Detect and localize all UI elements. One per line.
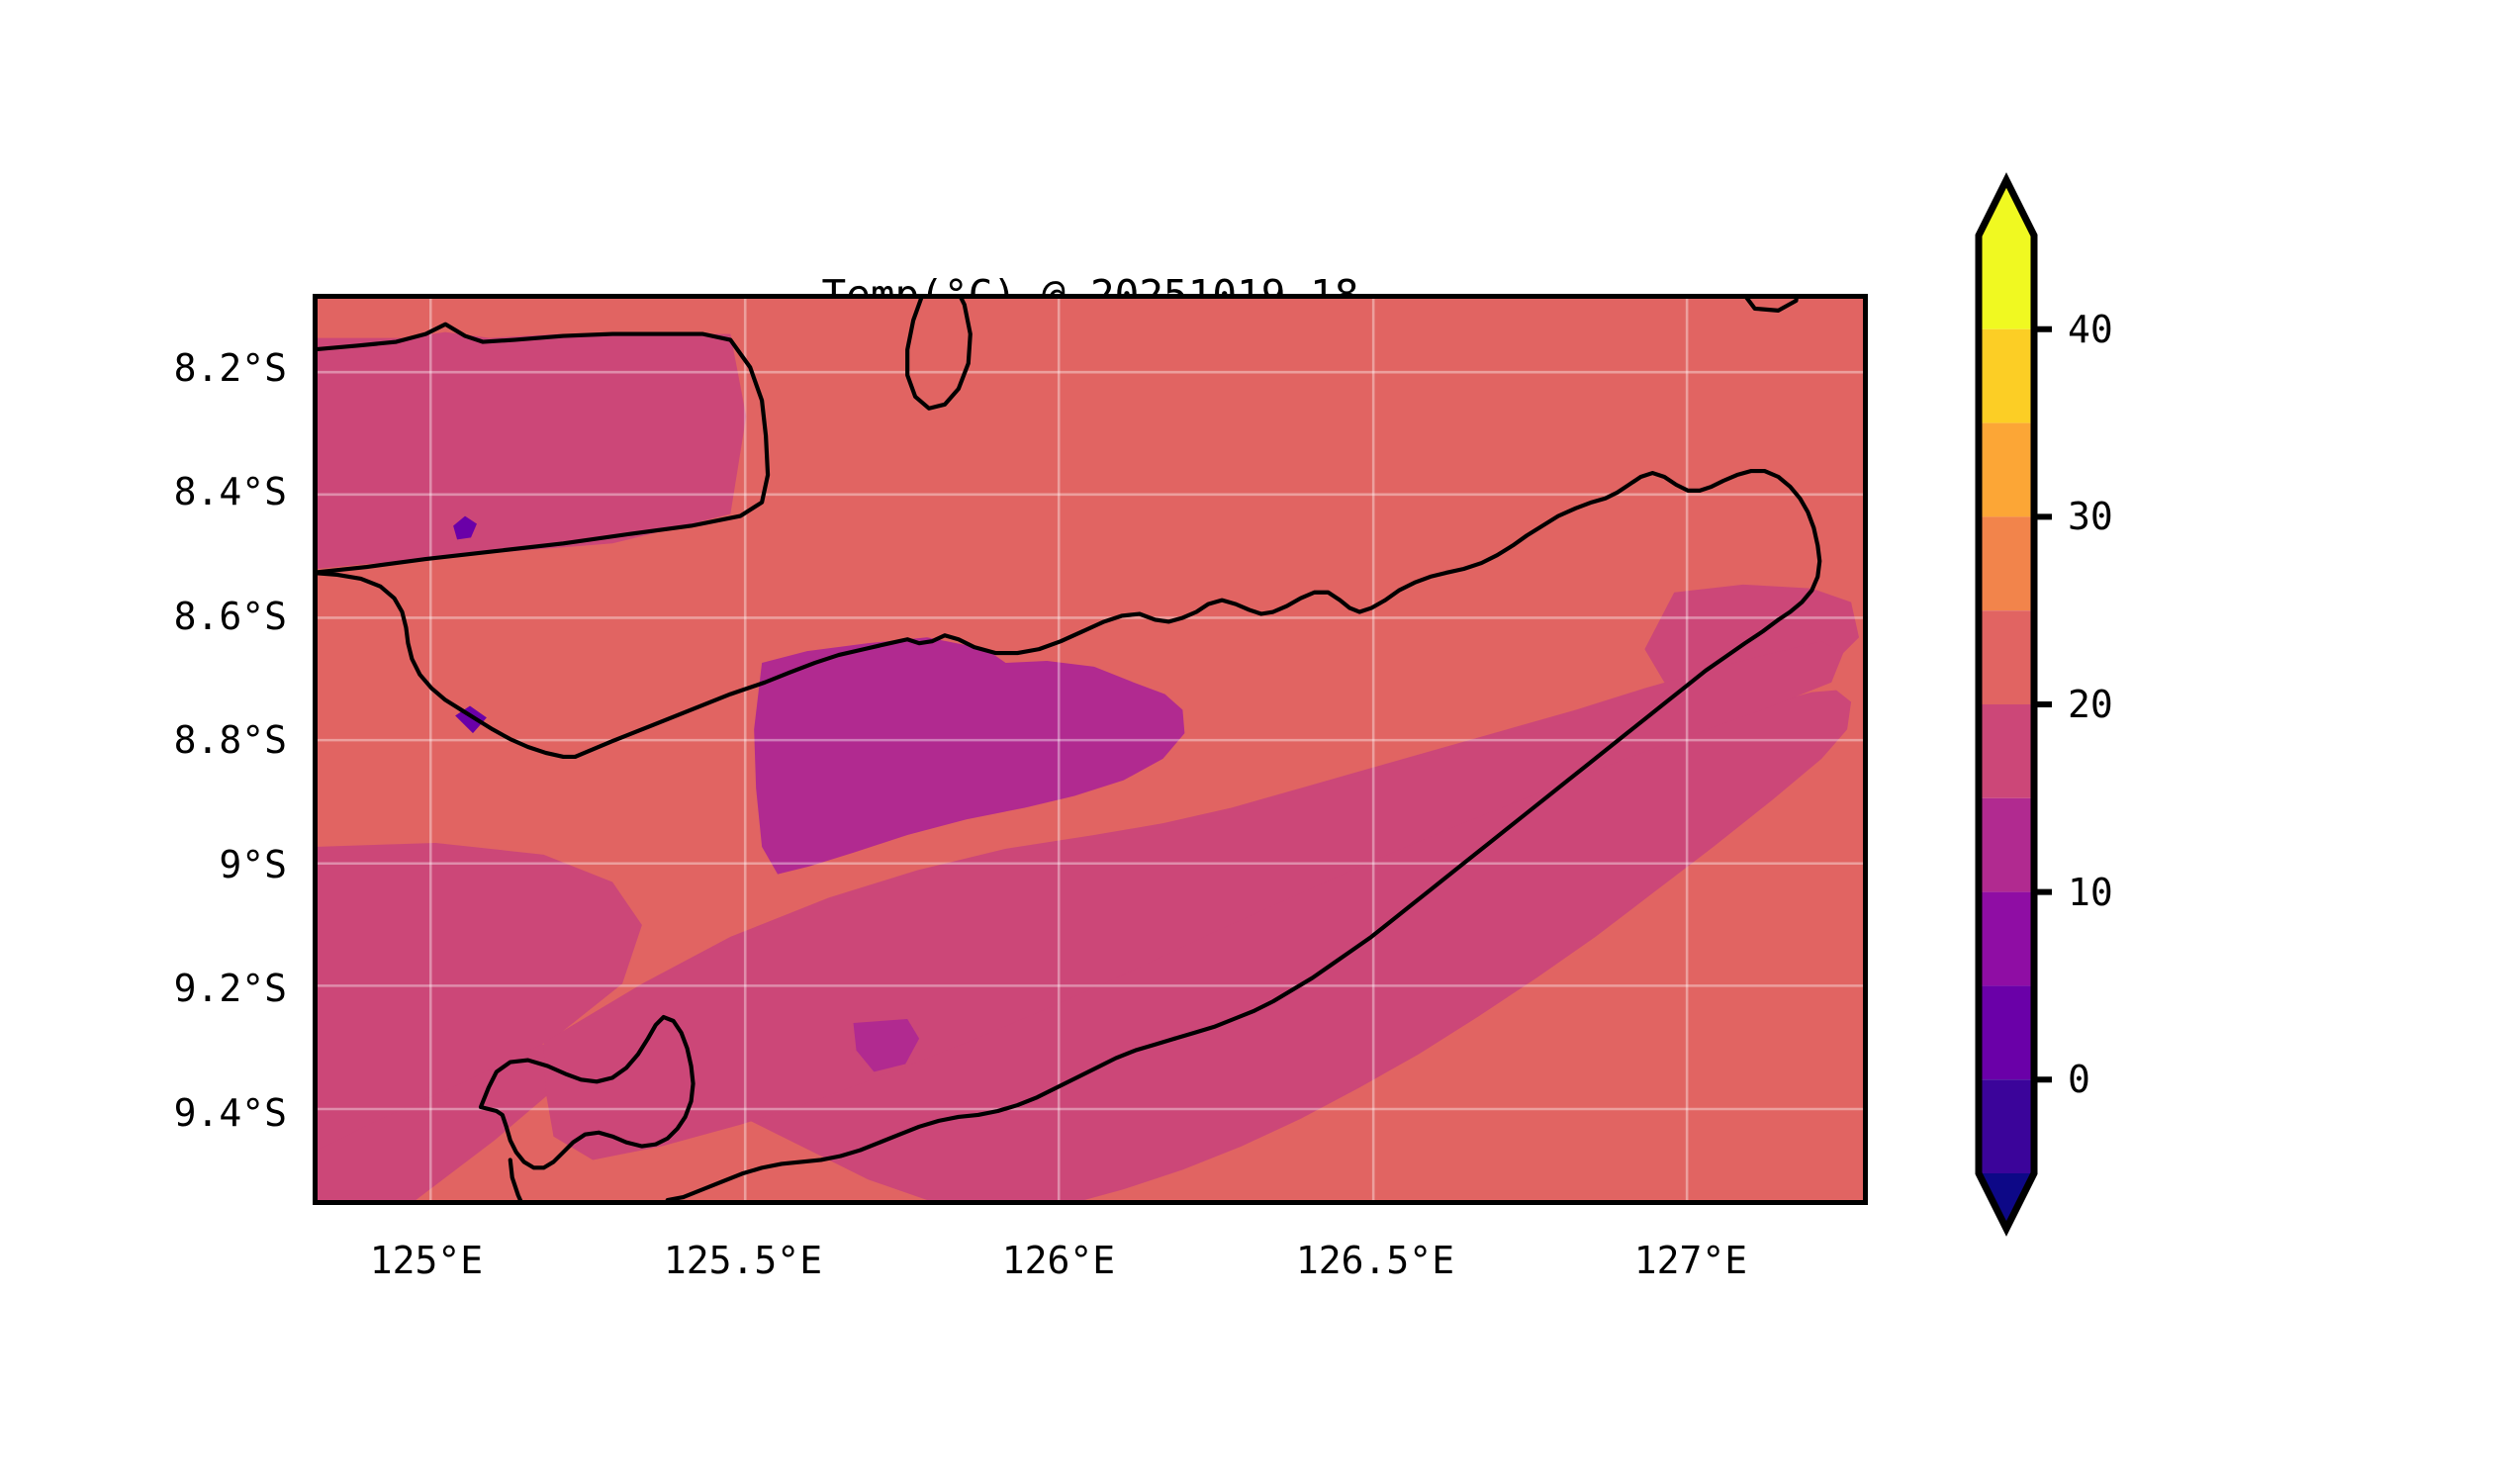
- colorbar-band-10-15: [1979, 891, 2034, 986]
- colorbar-tick-label-30: 30: [2068, 495, 2113, 538]
- map-clip: [318, 299, 1863, 1200]
- coastline-northwest-block: [318, 322, 771, 575]
- coastline-southwest-stem: [508, 1158, 523, 1200]
- colorbar-over-arrow: [1979, 180, 2034, 235]
- contour-band-10-15-peak: [453, 515, 477, 540]
- ytick-label-9.4S: 9.4°S: [173, 1091, 287, 1135]
- xtick-label-126E: 126°E: [1001, 1239, 1116, 1282]
- colorbar-under-arrow: [1979, 1173, 2034, 1229]
- colorbar-band-45-50: [1979, 235, 2034, 329]
- colorbar-band-30-35: [1979, 516, 2034, 611]
- contour-band-15-20-central: [754, 637, 1185, 875]
- colorbar-tick-label-0: 0: [2068, 1058, 2090, 1101]
- ytick-label-9S: 9°S: [219, 843, 287, 886]
- colorbar-band-20-25: [1979, 704, 2034, 798]
- xtick-label-127E: 127°E: [1633, 1239, 1748, 1282]
- colorbar-svg: [1975, 172, 2052, 1237]
- ytick-label-8.8S: 8.8°S: [173, 718, 287, 762]
- map-plot-area: [313, 294, 1868, 1205]
- colorbar-band-0-5: [1979, 1079, 2034, 1173]
- ytick-label-8.2S: 8.2°S: [173, 346, 287, 390]
- xtick-label-125E: 125°E: [369, 1239, 484, 1282]
- colorbar-outline: [1975, 172, 2038, 1237]
- colorbar-band-40-45: [1979, 328, 2034, 423]
- coastline-main-north: [573, 469, 1822, 759]
- colorbar-band-35-40: [1979, 422, 2034, 517]
- colorbar-band-5-10: [1979, 985, 2034, 1080]
- coastline-southwest-peninsula: [478, 1014, 696, 1170]
- colorbar-tick-label-40: 40: [2068, 308, 2113, 351]
- contour-band-20-25-sw-lobe: [318, 842, 642, 1151]
- xtick-label-126.5E: 126.5°E: [1295, 1239, 1455, 1282]
- contour-band-20-25-nw: [318, 331, 747, 570]
- ytick-label-8.4S: 8.4°S: [173, 470, 287, 513]
- coastline-main-south: [665, 1036, 1177, 1200]
- coastline-atauro-island: [905, 299, 973, 411]
- colorbar-tick-label-10: 10: [2068, 871, 2113, 914]
- colorbar-band-25-30: [1979, 610, 2034, 704]
- contour-band-15-20-sw-patch: [853, 1019, 920, 1072]
- colorbar-tick-label-20: 20: [2068, 683, 2113, 726]
- colorbar-band-15-20: [1979, 797, 2034, 892]
- ytick-label-9.2S: 9.2°S: [173, 967, 287, 1010]
- xtick-label-125.5E: 125.5°E: [663, 1239, 823, 1282]
- temperature-contour-map: [318, 299, 1863, 1200]
- colorbar[interactable]: [1975, 172, 2052, 1237]
- ytick-label-8.6S: 8.6°S: [173, 595, 287, 638]
- coastline-ne-small-island: [1744, 299, 1799, 313]
- gridlines: [318, 299, 1863, 1200]
- coastline-main-east-tip: [1172, 617, 1781, 1041]
- colorbar-tick-marks: [2034, 325, 2052, 1083]
- coastline-west-link: [318, 571, 578, 759]
- coastline-layer: [318, 299, 1822, 1200]
